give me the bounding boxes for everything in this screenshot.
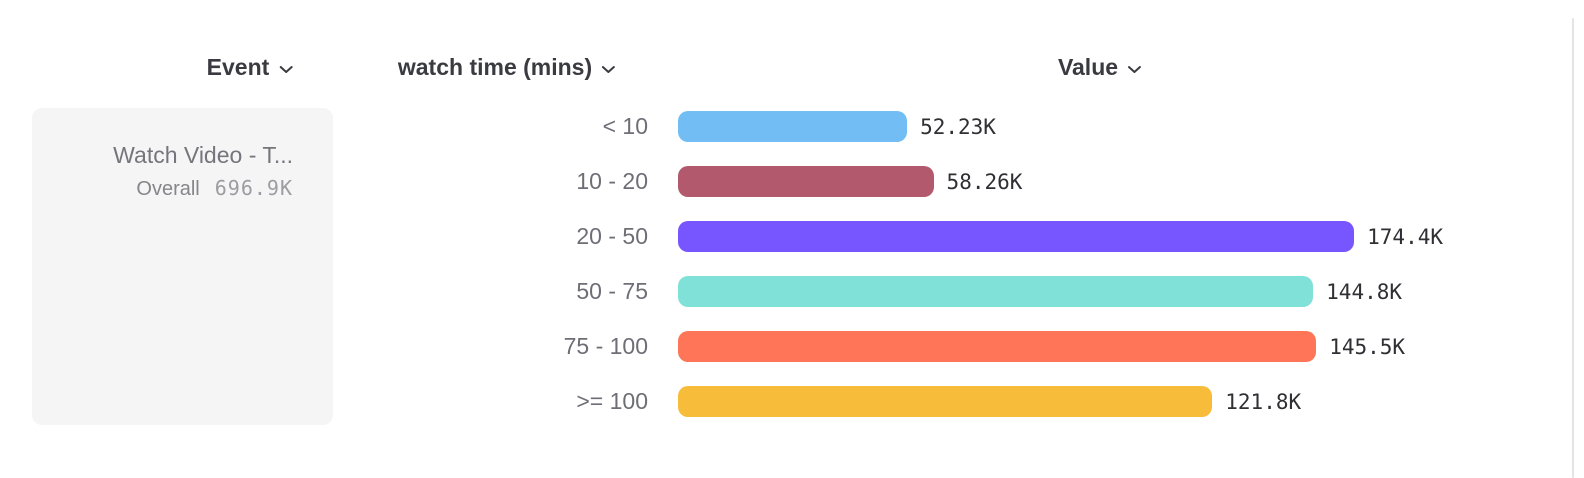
bar-track: 58.26K xyxy=(678,166,1443,197)
overall-label: Overall xyxy=(136,178,200,200)
breakdown-column-header[interactable]: watch time (mins) xyxy=(398,54,616,81)
chevron-down-icon xyxy=(1127,65,1142,74)
bar-value-label: 145.5K xyxy=(1329,334,1406,359)
bar-row: 20 - 50 174.4K xyxy=(0,209,1584,264)
chevron-down-icon xyxy=(601,65,616,74)
event-name: Watch Video - T... xyxy=(113,142,293,168)
category-label: 10 - 20 xyxy=(576,168,648,194)
bar-row: 75 - 100 145.5K xyxy=(0,319,1584,374)
category-label: 75 - 100 xyxy=(563,333,648,359)
bar[interactable] xyxy=(678,221,1355,252)
bar[interactable] xyxy=(678,331,1317,362)
value-column-label: Value xyxy=(1057,54,1119,80)
bar-value-label: 52.23K xyxy=(920,114,996,139)
bar-row: >= 100 121.8K xyxy=(0,374,1584,429)
bar-value-label: 174.4K xyxy=(1367,224,1443,249)
breakdown-column-label: watch time (mins) xyxy=(397,54,593,80)
category-label: < 10 xyxy=(602,113,648,139)
bar-value-label: 144.8K xyxy=(1326,279,1403,304)
bar[interactable] xyxy=(678,111,908,142)
bar-row: 50 - 75 144.8K xyxy=(0,264,1584,319)
bar-value-label: 121.8K xyxy=(1225,389,1302,414)
bar-value-label: 58.26K xyxy=(946,169,1023,194)
event-overall-row: Overall 696.9K xyxy=(52,176,293,201)
bar[interactable] xyxy=(678,276,1314,307)
category-label: 20 - 50 xyxy=(576,223,648,249)
event-column-label: Event xyxy=(206,54,270,80)
overall-value: 696.9K xyxy=(214,176,293,200)
category-label: >= 100 xyxy=(576,388,648,414)
event-column-header[interactable]: Event xyxy=(207,54,294,81)
event-card[interactable]: Watch Video - T... Overall 696.9K xyxy=(32,108,333,425)
bar-row: < 10 52.23K xyxy=(0,99,1584,154)
bar-track: 144.8K xyxy=(678,276,1443,307)
category-label: 50 - 75 xyxy=(576,278,648,304)
pane-divider xyxy=(1572,18,1574,478)
bar-row: 10 - 20 58.26K xyxy=(0,154,1584,209)
bar[interactable] xyxy=(678,166,934,197)
bar-track: 52.23K xyxy=(678,111,1443,142)
chevron-down-icon xyxy=(278,65,293,74)
bar-track: 174.4K xyxy=(678,221,1443,252)
bar-chart: < 10 52.23K 10 - 20 58.26K 20 - 50 174.4… xyxy=(0,99,1584,429)
bar[interactable] xyxy=(678,386,1213,417)
bar-track: 145.5K xyxy=(678,331,1443,362)
bar-track: 121.8K xyxy=(678,386,1443,417)
value-column-header[interactable]: Value xyxy=(1058,54,1142,81)
